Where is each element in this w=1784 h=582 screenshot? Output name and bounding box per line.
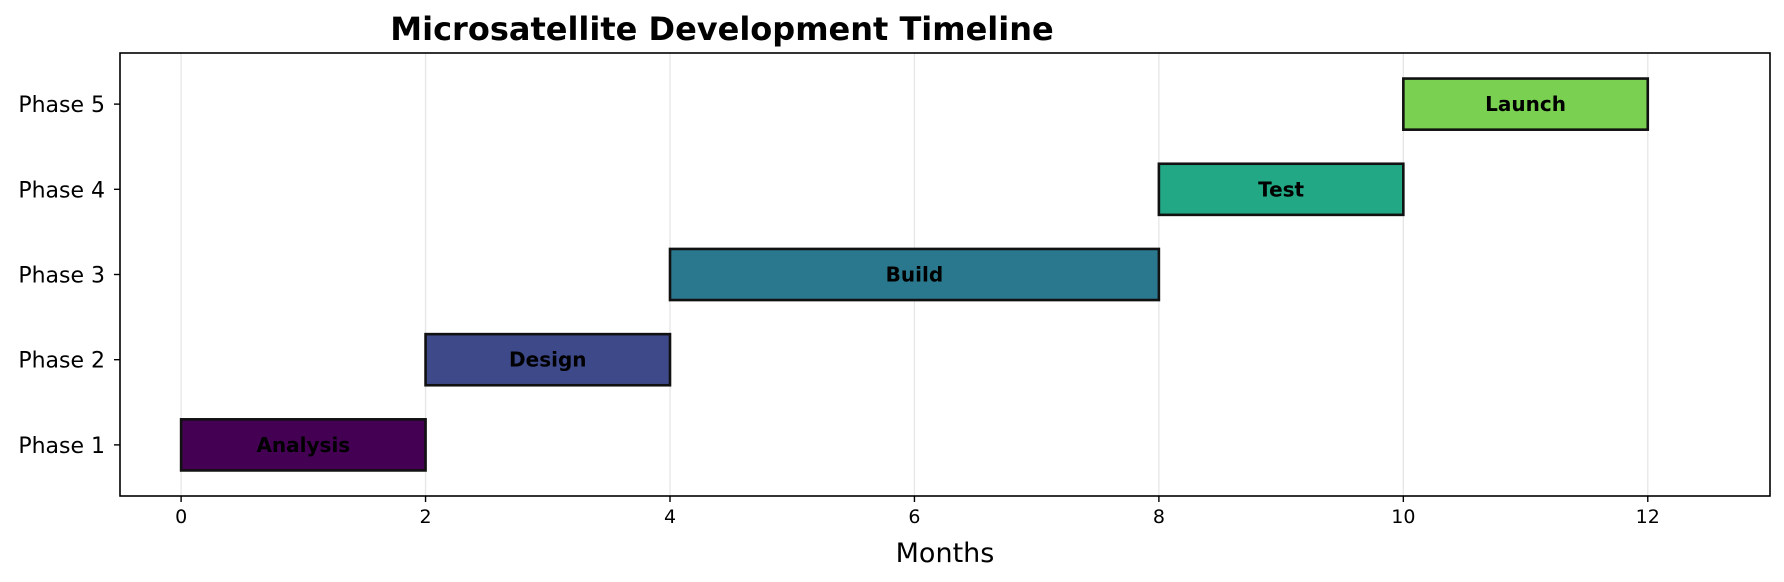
x-axis-label: Months (896, 538, 995, 569)
chart-title: Microsatellite Development Timeline (390, 10, 1053, 48)
y-tick-label: Phase 2 (18, 349, 105, 374)
x-tick-label: 12 (1636, 506, 1660, 528)
bar-label: Launch (1485, 92, 1566, 116)
x-tick-label: 0 (175, 506, 187, 528)
x-tick-label: 8 (1153, 506, 1165, 528)
y-tick-label: Phase 5 (18, 93, 105, 118)
y-tick-label: Phase 4 (18, 178, 105, 203)
bar-label: Build (886, 263, 944, 287)
bars: Analysis Design Build Test Launch (179, 77, 1650, 472)
x-tick-label: 10 (1391, 506, 1415, 528)
gantt-bar (1402, 77, 1650, 131)
bar-label: Analysis (256, 433, 350, 457)
gantt-bar (179, 418, 427, 472)
x-tick-label: 2 (420, 506, 432, 528)
x-tick-label: 4 (664, 506, 676, 528)
gantt-bar (668, 247, 1161, 302)
gantt-bar (1157, 162, 1405, 217)
y-tick-label: Phase 1 (18, 434, 105, 459)
bar-label: Test (1258, 177, 1304, 201)
y-tick-label: Phase 3 (18, 264, 105, 289)
gantt-bar (424, 332, 672, 387)
bar-label: Design (509, 348, 586, 372)
x-tick-label: 6 (908, 506, 920, 528)
axis-ticks: 0 2 4 6 8 10 12 Phase 1 Phase 2 Phase 3 Phase 4 Pha… (18, 93, 1660, 528)
